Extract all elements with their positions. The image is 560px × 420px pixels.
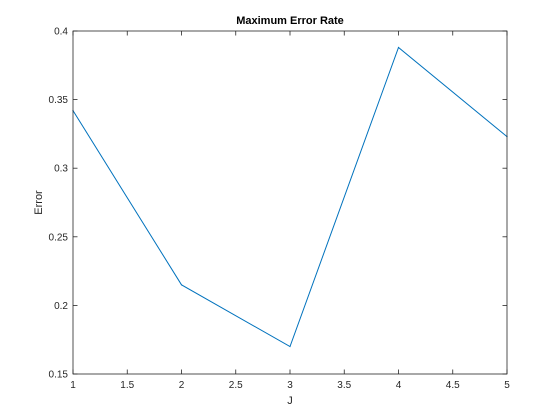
x-tick-label: 5 [504,380,510,391]
chart-title: Maximum Error Rate [236,15,344,27]
data-point [289,346,290,347]
data-point [398,47,399,48]
x-tick-label: 4.5 [446,380,460,391]
x-tick-label: 3 [287,380,293,391]
x-tick-label: 2 [179,380,185,391]
y-tick-label: 0.2 [54,301,68,312]
y-tick-label: 0.4 [54,27,68,38]
plot-background [73,31,507,374]
x-axis-label: J [287,395,293,407]
x-tick-label: 2.5 [229,380,243,391]
x-tick-label: 3.5 [337,380,351,391]
x-tick-label: 1.5 [120,380,134,391]
y-tick-label: 0.35 [49,95,69,106]
x-tick-label: 1 [70,380,76,391]
y-axis-label: Error [33,190,45,215]
y-tick-label: 0.25 [49,232,69,243]
y-tick-label: 0.15 [49,370,69,381]
y-tick-label: 0.3 [54,164,68,175]
data-point [181,284,182,285]
x-tick-label: 4 [396,380,402,391]
